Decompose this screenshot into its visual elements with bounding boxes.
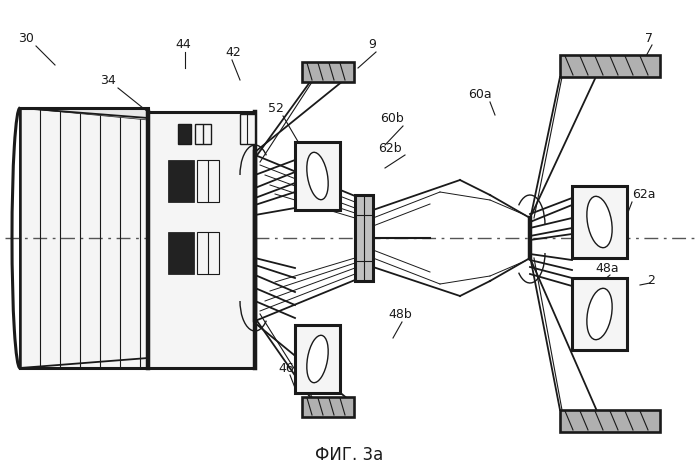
Ellipse shape	[587, 288, 612, 340]
Text: 42: 42	[225, 45, 240, 59]
Text: 34: 34	[100, 74, 116, 86]
Bar	[240, 114, 255, 144]
Ellipse shape	[307, 152, 329, 200]
Text: 60a: 60a	[468, 89, 491, 101]
Bar	[572, 278, 627, 350]
Ellipse shape	[307, 335, 329, 383]
Text: 62a: 62a	[632, 188, 656, 202]
Text: 60b: 60b	[380, 111, 404, 125]
Text: 48b: 48b	[388, 309, 412, 321]
Bar	[195, 124, 211, 144]
Bar	[295, 142, 340, 210]
Text: 7: 7	[645, 32, 653, 44]
Bar	[197, 232, 219, 274]
Bar	[560, 410, 660, 432]
Polygon shape	[20, 108, 148, 120]
Text: 9: 9	[368, 39, 376, 51]
Ellipse shape	[587, 196, 612, 248]
Bar	[168, 160, 194, 202]
Text: 30: 30	[18, 32, 34, 44]
Text: 52: 52	[268, 101, 284, 115]
Bar	[295, 325, 340, 393]
Bar	[197, 160, 219, 202]
Bar	[168, 232, 194, 274]
Bar	[560, 55, 660, 77]
Bar	[302, 62, 354, 82]
Polygon shape	[148, 112, 255, 368]
Bar	[572, 186, 627, 258]
Bar	[178, 124, 191, 144]
Bar	[355, 195, 373, 281]
Text: 2: 2	[647, 273, 655, 287]
Polygon shape	[20, 108, 148, 368]
Text: ФИГ. 3a: ФИГ. 3a	[315, 446, 384, 464]
Text: 46: 46	[278, 362, 294, 374]
Text: 48a: 48a	[595, 261, 619, 275]
Text: 62b: 62b	[378, 142, 402, 154]
Bar	[302, 397, 354, 417]
Text: 44: 44	[175, 37, 191, 51]
